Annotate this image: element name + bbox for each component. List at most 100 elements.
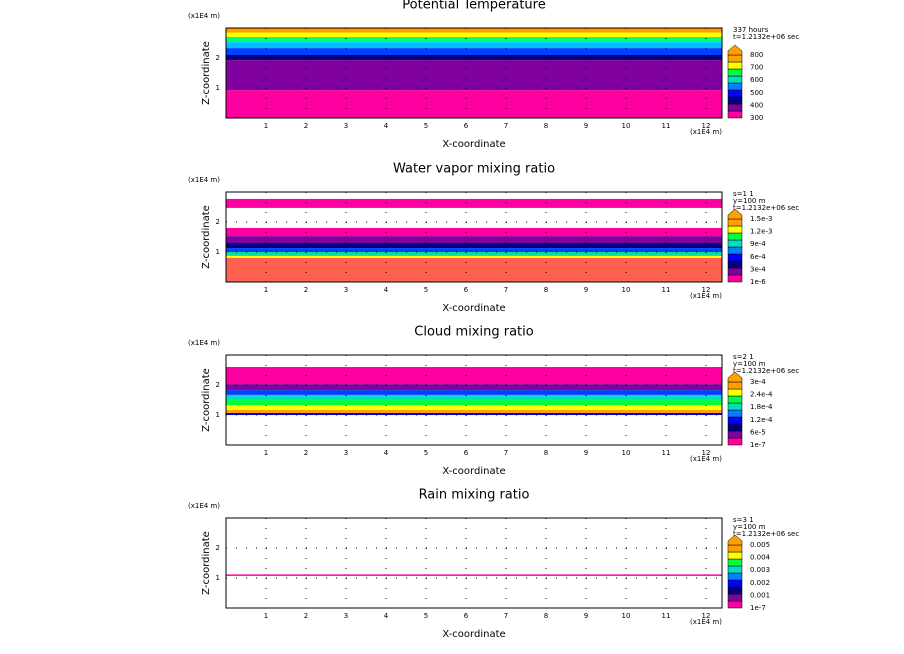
- x-tick-label: 4: [384, 612, 389, 620]
- y-tick-label: 2: [216, 544, 220, 552]
- colorbar-swatch: [727, 381, 743, 390]
- colorbar-swatch: [727, 246, 743, 255]
- contour-band: [226, 367, 722, 385]
- colorbar-swatch: [727, 395, 743, 404]
- x-axis-label: X-coordinate: [442, 466, 505, 477]
- y-axis-label: Z-coordinate: [201, 205, 212, 269]
- colorbar-label: 0.001: [750, 591, 770, 599]
- colorbar-label: 1.2e-3: [750, 228, 772, 236]
- contour-band: [226, 37, 722, 43]
- colorbar-swatch: [727, 409, 743, 418]
- plot-frame: [225, 27, 723, 119]
- x-tick-label: 8: [544, 122, 548, 130]
- plot-frame: [225, 191, 723, 283]
- colorbar-label: 1e-6: [750, 278, 766, 286]
- contour-band: [226, 55, 722, 61]
- x-tick-label: 5: [424, 612, 428, 620]
- info-text: s=1 1: [733, 190, 754, 198]
- contour-band: [226, 390, 722, 395]
- x-tick-label: 3: [344, 122, 348, 130]
- x-tick-label: 11: [662, 612, 671, 620]
- colorbar-swatch: [727, 416, 743, 425]
- x-tick-label: 2: [304, 286, 308, 294]
- y-axis-label: Z-coordinate: [201, 531, 212, 595]
- info-text: s=2 1: [733, 353, 754, 361]
- x-tick-label: 12: [702, 612, 711, 620]
- colorbar-swatch: [727, 437, 743, 446]
- x-tick-label: 9: [584, 449, 588, 457]
- info-text: y=100 m: [733, 360, 766, 368]
- info-text: 337 hours: [733, 26, 769, 34]
- x-tick-label: 8: [544, 612, 548, 620]
- colorbar-swatch: [727, 260, 743, 269]
- x-tick-label: 6: [464, 449, 469, 457]
- x-tick-label: 7: [504, 612, 508, 620]
- x-tick-label: 5: [424, 449, 428, 457]
- colorbar-label: 0.002: [750, 579, 770, 587]
- unit-label: (x1E4 m): [690, 618, 722, 626]
- colorbar-label: 6e-4: [750, 253, 766, 261]
- unit-label: (x1E4 m): [690, 128, 722, 136]
- contour-band: [226, 243, 722, 249]
- x-tick-label: 12: [702, 449, 711, 457]
- colorbar-label: 1.5e-3: [750, 215, 772, 223]
- colorbar-label: 0.005: [750, 541, 770, 549]
- x-tick-label: 3: [344, 286, 348, 294]
- colorbar-label: 3e-4: [750, 378, 766, 386]
- colorbar-arrow: [727, 371, 743, 383]
- info-text: t=1.2132e+06 sec: [733, 530, 799, 538]
- contour-band: [226, 228, 722, 237]
- unit-label: (x1E4 m): [188, 176, 220, 184]
- contour-band: [226, 28, 722, 33]
- x-tick-label: 11: [662, 449, 671, 457]
- y-tick-label: 1: [216, 411, 220, 419]
- x-tick-label: 10: [622, 122, 631, 130]
- chart-title: Cloud mixing ratio: [414, 325, 533, 340]
- info-text: t=1.2132e+06 sec: [733, 367, 799, 375]
- x-tick-label: 1: [264, 449, 268, 457]
- plot-frame: [225, 517, 723, 609]
- contour-band: [226, 400, 722, 406]
- x-tick-label: 7: [504, 449, 508, 457]
- colorbar-swatch: [727, 96, 743, 105]
- colorbar-swatch: [727, 225, 743, 234]
- colorbar-arrow: [727, 208, 743, 220]
- colorbar-swatch: [727, 579, 743, 588]
- colorbar-label: 1e-7: [750, 604, 766, 612]
- colorbar-label: 6e-5: [750, 428, 766, 436]
- colorbar-swatch: [727, 239, 743, 248]
- colorbar-label: 1.8e-4: [750, 403, 773, 411]
- colorbar-label: 2.4e-4: [750, 391, 773, 399]
- contour-band: [226, 405, 722, 410]
- colorbar-label: 1e-7: [750, 441, 766, 449]
- colorbar-swatch: [727, 600, 743, 609]
- colorbar-swatch: [727, 253, 743, 262]
- info-text: y=100 m: [733, 197, 766, 205]
- x-tick-label: 1: [264, 286, 268, 294]
- x-tick-label: 10: [622, 612, 631, 620]
- x-tick-label: 12: [702, 286, 711, 294]
- y-tick-label: 2: [216, 218, 220, 226]
- colorbar-swatch: [727, 110, 743, 119]
- chart-title: Rain mixing ratio: [419, 488, 530, 503]
- colorbar-swatch: [727, 61, 743, 70]
- contour-band: [226, 394, 722, 400]
- y-tick-label: 2: [216, 54, 220, 62]
- colorbar-swatch: [727, 218, 743, 227]
- contour-band: [226, 409, 722, 413]
- y-tick-label: 1: [216, 248, 220, 256]
- colorbar-swatch: [727, 565, 743, 574]
- x-tick-label: 9: [584, 122, 588, 130]
- x-tick-label: 7: [504, 286, 508, 294]
- unit-label: (x1E4 m): [188, 339, 220, 347]
- x-tick-label: 1: [264, 122, 268, 130]
- x-tick-label: 11: [662, 286, 671, 294]
- colorbar-label: 1.2e-4: [750, 416, 773, 424]
- colorbar-label: 600: [750, 76, 763, 84]
- x-tick-label: 9: [584, 286, 588, 294]
- colorbar-swatch: [727, 544, 743, 553]
- colorbar-swatch: [727, 572, 743, 581]
- x-tick-label: 3: [344, 449, 348, 457]
- colorbar-swatch: [727, 267, 743, 276]
